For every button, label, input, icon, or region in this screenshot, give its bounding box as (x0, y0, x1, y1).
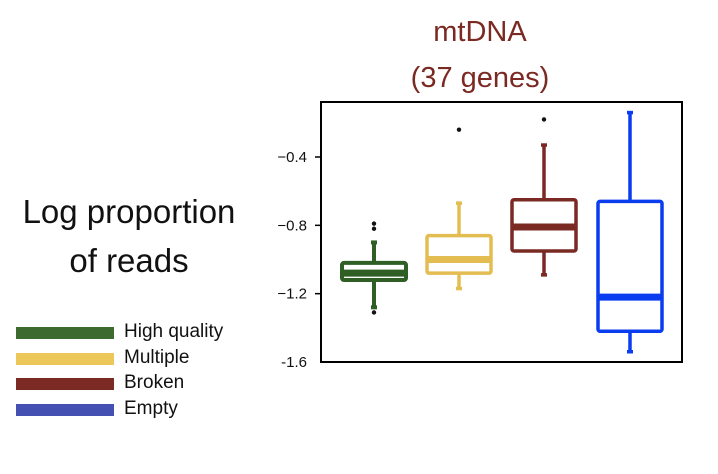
legend-label: High quality (124, 321, 224, 342)
legend-label: Multiple (124, 347, 190, 368)
legend-label: Empty (124, 398, 178, 419)
y-tick-label: -1.6 (281, 354, 307, 371)
y-axis-label-line-2: of reads (69, 242, 189, 279)
outlier-point (456, 127, 462, 132)
y-tick-label: −1.2 (277, 286, 307, 303)
legend-swatch (16, 404, 114, 416)
y-tick-label: −0.4 (277, 149, 307, 166)
outlier-point (371, 310, 377, 315)
box-empty (596, 199, 664, 333)
plot-frame (320, 101, 683, 363)
outlier-point (541, 117, 547, 122)
legend-label: Broken (124, 372, 185, 393)
chart-title-line-1: mtDNA (433, 16, 527, 48)
y-tick-label: −0.8 (277, 217, 307, 234)
outlier-point (371, 221, 377, 226)
chart-title-line-2: (37 genes) (410, 62, 550, 94)
outlier-point (371, 226, 377, 231)
legend-swatch (16, 378, 114, 390)
legend-swatch (16, 353, 114, 365)
y-axis-label-line-1: Log proportion (22, 193, 236, 230)
box-multiple (425, 233, 493, 275)
legend-swatch (16, 327, 114, 339)
